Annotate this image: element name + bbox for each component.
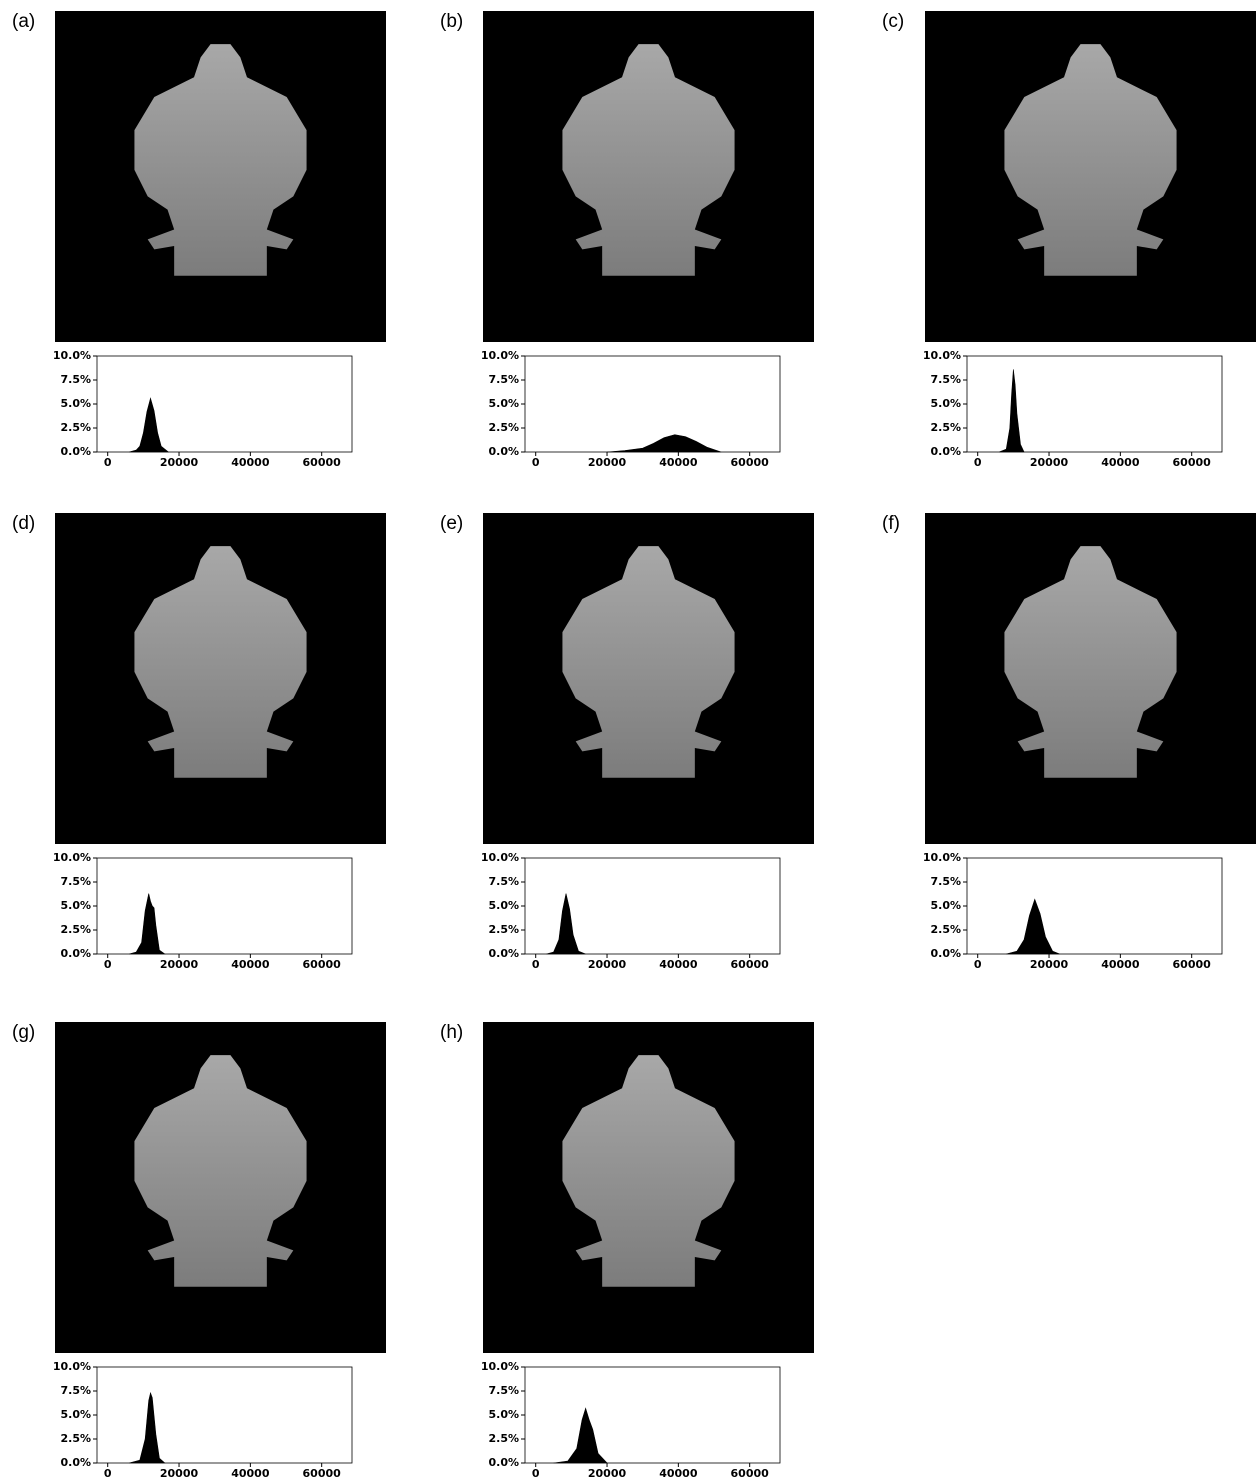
- x-tick-label: 0: [532, 958, 540, 971]
- y-tick-label: 5.0%: [60, 397, 91, 410]
- panel-label: (b): [440, 11, 463, 32]
- x-tick-label: 60000: [303, 1467, 342, 1479]
- y-tick-label: 7.5%: [930, 373, 961, 386]
- y-tick-label: 0.0%: [488, 1456, 519, 1469]
- panel-label: (g): [12, 1022, 35, 1043]
- y-tick-label: 0.0%: [488, 445, 519, 458]
- histogram-area: [999, 369, 1024, 452]
- y-tick-label: 10.0%: [923, 349, 961, 362]
- x-tick-label: 0: [104, 456, 112, 469]
- histogram-area: [1006, 899, 1059, 954]
- y-tick-label: 5.0%: [930, 899, 961, 912]
- y-tick-label: 10.0%: [923, 851, 961, 864]
- y-tick-label: 5.0%: [488, 1408, 519, 1421]
- y-tick-label: 7.5%: [930, 875, 961, 888]
- y-tick-label: 2.5%: [60, 923, 91, 936]
- y-tick-label: 7.5%: [60, 875, 91, 888]
- x-tick-label: 20000: [160, 958, 199, 971]
- y-tick-label: 2.5%: [488, 1432, 519, 1445]
- x-tick-label: 0: [974, 958, 982, 971]
- x-tick-label: 40000: [659, 1467, 698, 1479]
- x-tick-label: 20000: [1030, 958, 1069, 971]
- histogram-area: [129, 894, 165, 954]
- x-tick-label: 60000: [303, 958, 342, 971]
- y-tick-label: 2.5%: [488, 421, 519, 434]
- panel-label: (f): [882, 513, 900, 534]
- x-tick-label: 0: [532, 456, 540, 469]
- x-tick-label: 40000: [231, 1467, 270, 1479]
- y-tick-label: 2.5%: [60, 421, 91, 434]
- histogram-area: [546, 894, 585, 954]
- y-tick-label: 0.0%: [930, 947, 961, 960]
- x-tick-label: 0: [104, 1467, 112, 1479]
- x-tick-label: 20000: [588, 1467, 627, 1479]
- plot-frame: [97, 1367, 352, 1463]
- y-tick-label: 5.0%: [930, 397, 961, 410]
- figure: (a) 0.0% 2.5% 5.0% 7.5% 10.0% 0 20000 40000 60000…: [0, 0, 1259, 1479]
- x-tick-label: 60000: [731, 456, 770, 469]
- y-tick-label: 7.5%: [488, 373, 519, 386]
- histogram-area: [607, 435, 721, 452]
- y-tick-label: 5.0%: [60, 899, 91, 912]
- x-tick-label: 40000: [231, 958, 270, 971]
- y-tick-label: 2.5%: [488, 923, 519, 936]
- x-tick-label: 0: [104, 958, 112, 971]
- histogram-area: [129, 398, 168, 452]
- y-tick-label: 7.5%: [60, 373, 91, 386]
- y-tick-label: 10.0%: [53, 851, 91, 864]
- x-tick-label: 20000: [588, 456, 627, 469]
- y-tick-label: 7.5%: [488, 1384, 519, 1397]
- y-tick-label: 7.5%: [60, 1384, 91, 1397]
- panel-label: (e): [440, 513, 463, 534]
- x-tick-label: 40000: [231, 456, 270, 469]
- y-tick-label: 0.0%: [60, 947, 91, 960]
- y-tick-label: 0.0%: [488, 947, 519, 960]
- plot-frame: [97, 858, 352, 954]
- y-tick-label: 2.5%: [930, 923, 961, 936]
- y-tick-label: 0.0%: [60, 445, 91, 458]
- y-tick-label: 2.5%: [930, 421, 961, 434]
- panel-label: (d): [12, 513, 35, 534]
- y-tick-label: 0.0%: [60, 1456, 91, 1469]
- x-tick-label: 60000: [1173, 958, 1212, 971]
- y-tick-label: 2.5%: [60, 1432, 91, 1445]
- histogram-area: [129, 1393, 165, 1463]
- x-tick-label: 40000: [659, 456, 698, 469]
- x-tick-label: 60000: [731, 958, 770, 971]
- x-tick-label: 20000: [160, 456, 199, 469]
- panel-label: (a): [12, 11, 35, 32]
- x-tick-label: 40000: [1101, 456, 1140, 469]
- y-tick-label: 5.0%: [488, 899, 519, 912]
- y-tick-label: 5.0%: [488, 397, 519, 410]
- x-tick-label: 20000: [588, 958, 627, 971]
- panel-label: (c): [882, 11, 904, 32]
- y-tick-label: 10.0%: [481, 349, 519, 362]
- y-tick-label: 7.5%: [488, 875, 519, 888]
- y-tick-label: 0.0%: [930, 445, 961, 458]
- x-tick-label: 0: [532, 1467, 540, 1479]
- x-tick-label: 20000: [1030, 456, 1069, 469]
- histogram-area: [554, 1408, 607, 1463]
- y-tick-label: 10.0%: [53, 1360, 91, 1373]
- plot-frame: [97, 356, 352, 452]
- y-tick-label: 10.0%: [481, 851, 519, 864]
- y-tick-label: 5.0%: [60, 1408, 91, 1421]
- plot-frame: [525, 356, 780, 452]
- x-tick-label: 60000: [303, 456, 342, 469]
- x-tick-label: 60000: [731, 1467, 770, 1479]
- x-tick-label: 20000: [160, 1467, 199, 1479]
- y-tick-label: 10.0%: [53, 349, 91, 362]
- panel-label: (h): [440, 1022, 463, 1043]
- x-tick-label: 60000: [1173, 456, 1212, 469]
- x-tick-label: 40000: [659, 958, 698, 971]
- x-tick-label: 40000: [1101, 958, 1140, 971]
- y-tick-label: 10.0%: [481, 1360, 519, 1373]
- plot-frame: [967, 858, 1222, 954]
- plot-frame: [525, 1367, 780, 1463]
- plot-frame: [967, 356, 1222, 452]
- x-tick-label: 0: [974, 456, 982, 469]
